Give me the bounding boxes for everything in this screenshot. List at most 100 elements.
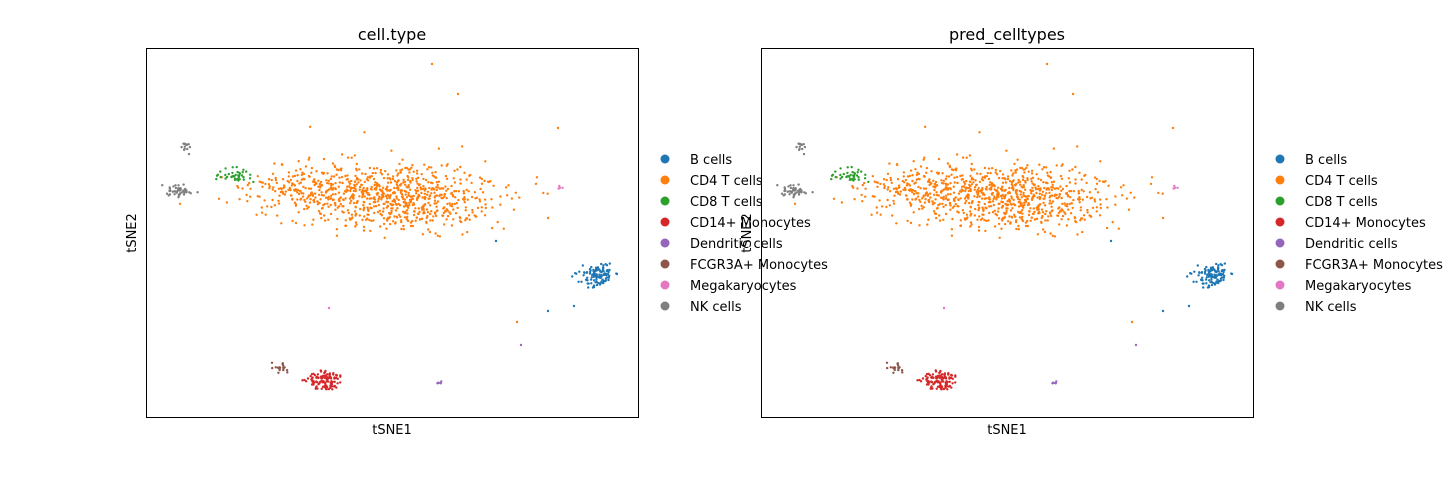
scatter-point bbox=[320, 184, 323, 187]
scatter-point bbox=[335, 168, 339, 171]
scatter-point bbox=[287, 175, 290, 178]
scatter-point bbox=[965, 179, 968, 183]
scatter-point bbox=[466, 230, 469, 234]
scatter-point bbox=[928, 183, 931, 187]
scatter-point bbox=[236, 184, 239, 188]
scatter-point bbox=[280, 222, 283, 225]
scatter-point bbox=[797, 148, 801, 152]
scatter-point bbox=[985, 175, 988, 178]
scatter-point bbox=[361, 193, 365, 197]
scatter-point bbox=[399, 169, 402, 172]
scatter-point bbox=[374, 200, 377, 204]
scatter-point bbox=[310, 378, 313, 381]
scatter-point bbox=[436, 183, 439, 187]
scatter-point bbox=[355, 162, 358, 166]
scatter-point bbox=[340, 175, 344, 179]
scatter-point bbox=[1025, 166, 1028, 169]
scatter-point bbox=[177, 184, 180, 187]
y-axis-label: tSNE2 bbox=[740, 213, 755, 253]
scatter-point bbox=[912, 192, 916, 196]
scatter-point bbox=[329, 212, 333, 216]
scatter-point bbox=[888, 162, 891, 165]
scatter-point bbox=[1133, 196, 1136, 199]
scatter-point bbox=[246, 200, 249, 203]
scatter-point bbox=[415, 216, 418, 219]
scatter-point bbox=[1171, 126, 1175, 130]
scatter-point bbox=[499, 195, 502, 198]
scatter-point bbox=[997, 195, 1000, 199]
scatter-point bbox=[480, 210, 483, 213]
scatter-point bbox=[942, 306, 946, 310]
scatter-point bbox=[445, 177, 449, 180]
scatter-point bbox=[582, 274, 585, 277]
scatter-point bbox=[1024, 221, 1028, 224]
scatter-point bbox=[302, 185, 305, 189]
scatter-point bbox=[1192, 280, 1195, 283]
scatter-point bbox=[318, 212, 322, 215]
scatter-point bbox=[583, 271, 586, 275]
scatter-point bbox=[1016, 195, 1019, 198]
scatter-point bbox=[350, 213, 354, 216]
scatter-point bbox=[803, 191, 806, 194]
scatter-point bbox=[406, 186, 409, 189]
scatter-point bbox=[480, 206, 483, 209]
scatter-point bbox=[512, 208, 516, 211]
scatter-point bbox=[414, 207, 417, 210]
scatter-point bbox=[936, 206, 939, 210]
legend-marker bbox=[660, 217, 670, 227]
scatter-point bbox=[470, 181, 473, 185]
legend-marker bbox=[1275, 259, 1285, 269]
scatter-point bbox=[319, 198, 322, 201]
scatter-point bbox=[304, 165, 308, 168]
scatter-point bbox=[405, 218, 408, 221]
scatter-point bbox=[429, 212, 432, 216]
scatter-point bbox=[1005, 209, 1008, 213]
scatter-point bbox=[546, 309, 550, 313]
scatter-point bbox=[346, 189, 350, 192]
scatter-point bbox=[1173, 186, 1177, 189]
scatter-point bbox=[586, 276, 589, 279]
scatter-point bbox=[1207, 279, 1211, 282]
scatter-point bbox=[456, 168, 459, 171]
scatter-point bbox=[277, 199, 280, 203]
scatter-point bbox=[1114, 203, 1117, 206]
scatter-point bbox=[421, 233, 425, 236]
scatter-point bbox=[397, 188, 400, 192]
scatter-point bbox=[320, 216, 323, 220]
scatter-point bbox=[328, 375, 332, 378]
scatter-point bbox=[1020, 218, 1023, 221]
scatter-point bbox=[342, 198, 345, 201]
scatter-point bbox=[446, 214, 450, 218]
scatter-point bbox=[876, 181, 879, 184]
scatter-point bbox=[453, 202, 457, 206]
scatter-point bbox=[414, 189, 417, 192]
scatter-point bbox=[1205, 265, 1208, 269]
scatter-point bbox=[330, 186, 333, 189]
scatter-point bbox=[278, 194, 281, 197]
scatter-point bbox=[602, 281, 605, 284]
scatter-point bbox=[876, 185, 879, 188]
scatter-point bbox=[362, 186, 365, 190]
scatter-point bbox=[878, 199, 881, 202]
scatter-point bbox=[343, 190, 347, 193]
scatter-point bbox=[1076, 233, 1079, 236]
scatter-point bbox=[1052, 381, 1055, 384]
plot-frame bbox=[761, 48, 1254, 418]
scatter-point bbox=[484, 160, 487, 163]
scatter-point bbox=[1042, 201, 1045, 205]
scatter-point bbox=[359, 207, 362, 211]
legend-marker bbox=[660, 301, 670, 311]
scatter-point bbox=[246, 183, 249, 187]
scatter-point bbox=[787, 185, 790, 188]
scatter-point bbox=[456, 92, 460, 96]
scatter-point bbox=[177, 193, 181, 196]
scatter-point bbox=[224, 173, 227, 177]
scatter-point bbox=[1042, 166, 1046, 169]
scatter-point bbox=[853, 174, 856, 177]
scatter-point bbox=[378, 184, 381, 187]
scatter-point bbox=[395, 215, 399, 218]
scatter-point bbox=[335, 234, 339, 237]
scatter-point bbox=[240, 174, 244, 177]
scatter-point bbox=[411, 177, 414, 180]
scatter-point bbox=[454, 189, 458, 193]
